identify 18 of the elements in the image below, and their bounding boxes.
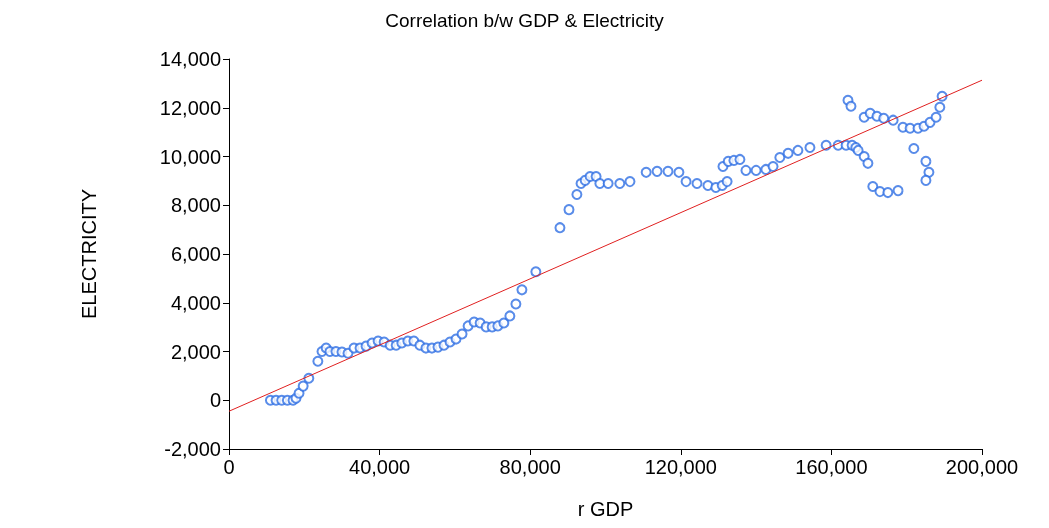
- y-tick-label: 6,000: [170, 243, 221, 265]
- y-tick-label: 0: [209, 389, 221, 412]
- y-axis-title: ELECTRICITY: [78, 188, 100, 320]
- x-tick-label: 0: [223, 456, 235, 478]
- y-tick-label: 10,000: [159, 145, 221, 168]
- y-tick-label: -2,000: [164, 438, 221, 460]
- y-tick-label: 2,000: [170, 340, 221, 363]
- y-tick-label: 14,000: [159, 48, 221, 70]
- y-tick-label: 4,000: [170, 291, 221, 314]
- x-tick-label: 120,000: [644, 456, 717, 478]
- x-tick-label: 80,000: [499, 456, 561, 478]
- x-tick-label: 40,000: [349, 456, 411, 478]
- y-tick-label: 12,000: [159, 96, 221, 119]
- x-tick-label: 200,000: [945, 456, 1019, 478]
- x-tick-label: 160,000: [795, 456, 868, 478]
- x-axis-title: r GDP: [577, 498, 634, 520]
- chart-title: Correlation b/w GDP & Electricity: [385, 10, 665, 31]
- y-tick-label: 8,000: [170, 194, 221, 217]
